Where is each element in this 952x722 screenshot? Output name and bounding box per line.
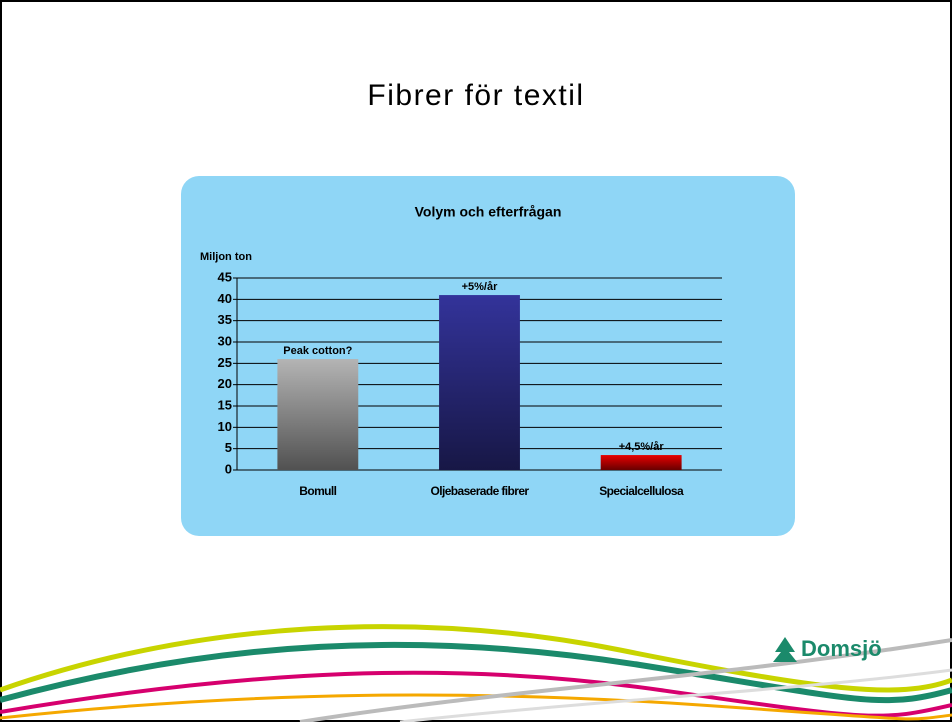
- y-tick-label: 30: [218, 333, 232, 348]
- slide: Fibrer för textil Volym och efterfrågan …: [0, 0, 952, 722]
- y-axis-label: Miljon ton: [200, 251, 252, 263]
- y-tick-label: 35: [218, 312, 232, 327]
- y-tick-label: 20: [218, 376, 232, 391]
- y-tick-label: 45: [218, 269, 232, 284]
- y-tick-label: 25: [218, 355, 232, 370]
- bar-shade: [439, 295, 520, 470]
- x-tick-label: Specialcellulosa: [599, 484, 684, 498]
- y-tick-label: 5: [225, 440, 232, 455]
- slide-title: Fibrer för textil: [367, 79, 584, 112]
- x-tick-label: Bomull: [299, 484, 336, 498]
- bar-annotation: +5%/år: [462, 281, 498, 293]
- y-tick-label: 40: [218, 291, 232, 306]
- bar-annotation: +4,5%/år: [619, 441, 665, 453]
- bar-shade: [601, 455, 682, 470]
- logo-text: Domsjö: [801, 636, 882, 661]
- y-tick-label: 10: [218, 419, 232, 434]
- y-tick-label: 0: [225, 461, 232, 476]
- x-tick-label: Oljebaserade fibrer: [431, 484, 530, 498]
- chart-title: Volym och efterfrågan: [415, 204, 562, 220]
- bar-annotation: Peak cotton?: [283, 345, 352, 357]
- bar-shade: [277, 359, 358, 470]
- page: Fibrer för textil Volym och efterfrågan …: [0, 0, 952, 722]
- y-tick-label: 15: [218, 397, 232, 412]
